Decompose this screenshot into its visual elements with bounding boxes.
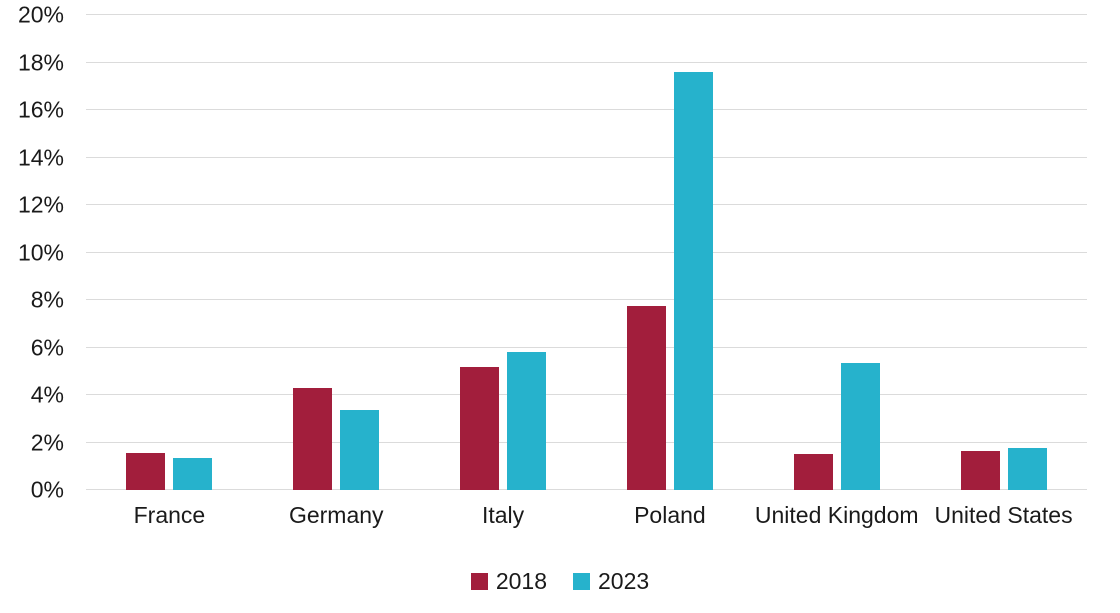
bar-2018-united-kingdom: [793, 454, 833, 490]
bar-group-poland: [586, 15, 753, 490]
y-axis-label: 10%: [17, 239, 64, 265]
x-axis: France Germany Italy Poland United Kingdom Un…: [86, 502, 1087, 529]
legend-item-2018: 2018: [470, 568, 547, 594]
y-axis-label: 4%: [30, 381, 64, 408]
legend-swatch-2023: [573, 573, 590, 590]
gridline: [86, 346, 1087, 348]
bar-2018-poland: [626, 305, 666, 490]
bar-2018-france: [126, 453, 166, 490]
legend-item-2023: 2023: [573, 570, 649, 593]
bar-group-united-states: [920, 15, 1087, 490]
gridline: [86, 109, 1087, 110]
bar-group-italy: [420, 15, 587, 490]
bar-2023-italy: [507, 352, 547, 490]
legend-label-2023: 2023: [598, 568, 650, 594]
y-axis-label: 0%: [30, 476, 64, 503]
gridline: [86, 251, 1087, 253]
bar-2018-germany: [293, 387, 333, 490]
bar-group-france: [86, 15, 253, 490]
x-axis-label-france: France: [133, 502, 206, 528]
gridline: [86, 61, 1087, 63]
gridline: [86, 14, 1087, 15]
gridline: [86, 394, 1087, 395]
y-axis-label: 6%: [30, 334, 64, 360]
x-axis-label-germany: Germany: [288, 502, 384, 528]
legend-swatch-2018: [470, 573, 488, 590]
gridline: [86, 441, 1087, 443]
y-axis-label: 2%: [30, 429, 64, 455]
gridline: [86, 489, 1087, 490]
bar-2023-united-kingdom: [840, 362, 880, 490]
bar-2023-france: [173, 457, 213, 490]
gridline: [86, 204, 1087, 205]
x-axis-label-united-states: United States: [934, 502, 1073, 528]
bar-2018-united-states: [960, 450, 1000, 490]
y-axis-label: 16%: [17, 96, 64, 123]
legend: 2018 2023: [0, 570, 1120, 593]
y-axis: 0% 2% 4% 6% 8% 10% 12% 14% 16% 18% 20%: [0, 3, 64, 501]
x-axis-label-italy: Italy: [481, 502, 525, 528]
bar-2023-poland: [673, 72, 713, 490]
x-axis-label-united-kingdom: United Kingdom: [754, 502, 919, 528]
bar-groups: [86, 15, 1087, 490]
legend-label-2018: 2018: [495, 568, 547, 594]
bar-2023-united-states: [1007, 448, 1047, 490]
bar-group-united-kingdom: [753, 15, 920, 490]
y-axis-label: 12%: [17, 191, 64, 218]
plot-area: [86, 14, 1087, 490]
x-axis-label-poland: Poland: [634, 502, 706, 528]
y-axis-label: 18%: [17, 49, 64, 75]
bar-group-germany: [253, 15, 420, 490]
y-axis-label: 8%: [30, 286, 64, 313]
bar-2023-germany: [340, 410, 380, 490]
y-axis-label: 20%: [17, 1, 64, 28]
y-axis-label: 14%: [17, 144, 64, 170]
gridline: [86, 299, 1087, 300]
gridline: [86, 156, 1087, 158]
bar-2018-italy: [460, 366, 500, 490]
